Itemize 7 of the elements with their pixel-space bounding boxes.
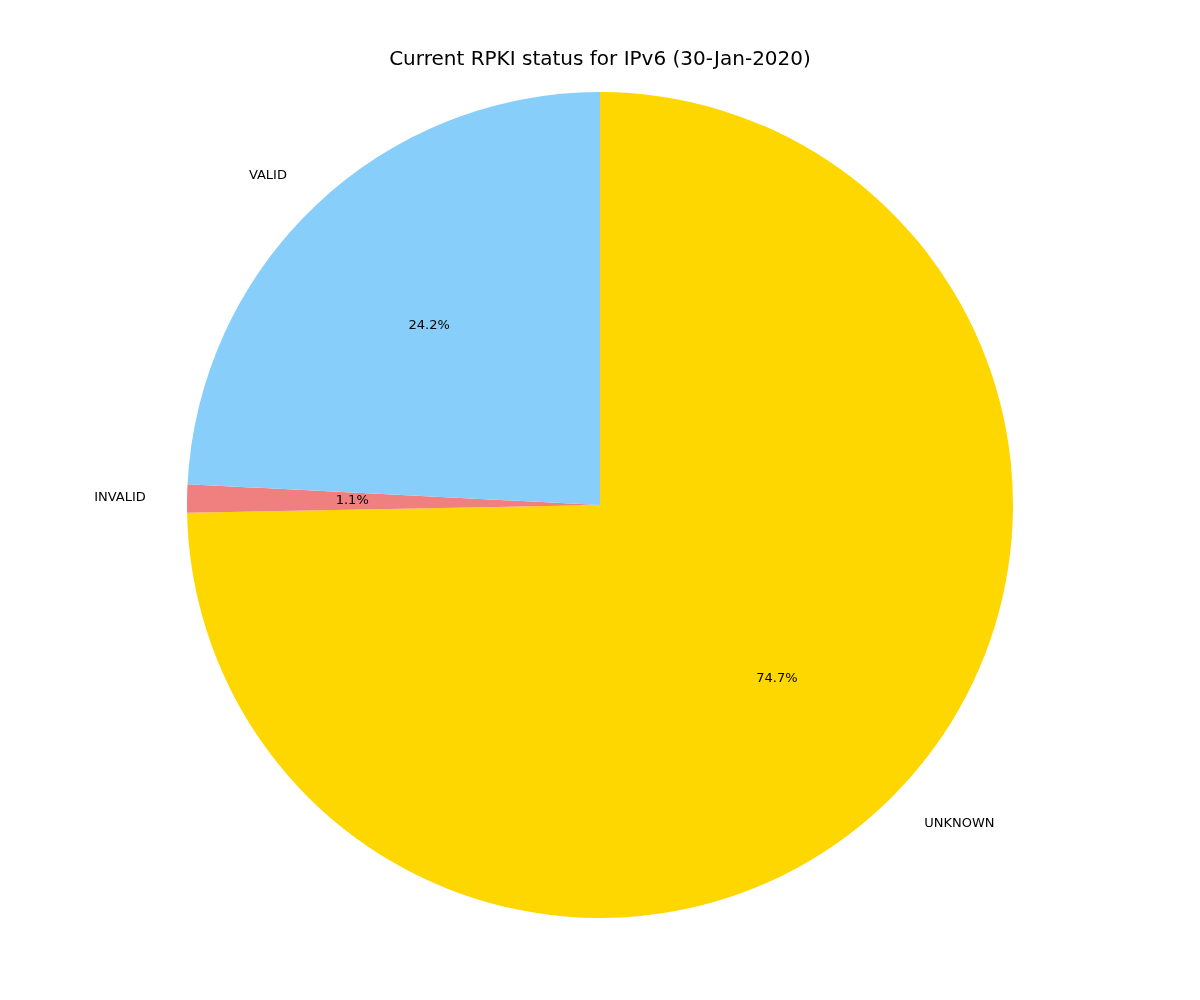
data-label: 24.2% <box>408 316 450 332</box>
slice-label: INVALID <box>94 489 146 505</box>
data-label: 74.7% <box>756 669 798 685</box>
data-label: 1.1% <box>335 492 369 508</box>
chart-title: Current RPKI status for IPv6 (30-Jan-2020) <box>389 46 811 71</box>
slice-label: UNKNOWN <box>924 814 995 830</box>
slice-label: VALID <box>248 167 287 183</box>
